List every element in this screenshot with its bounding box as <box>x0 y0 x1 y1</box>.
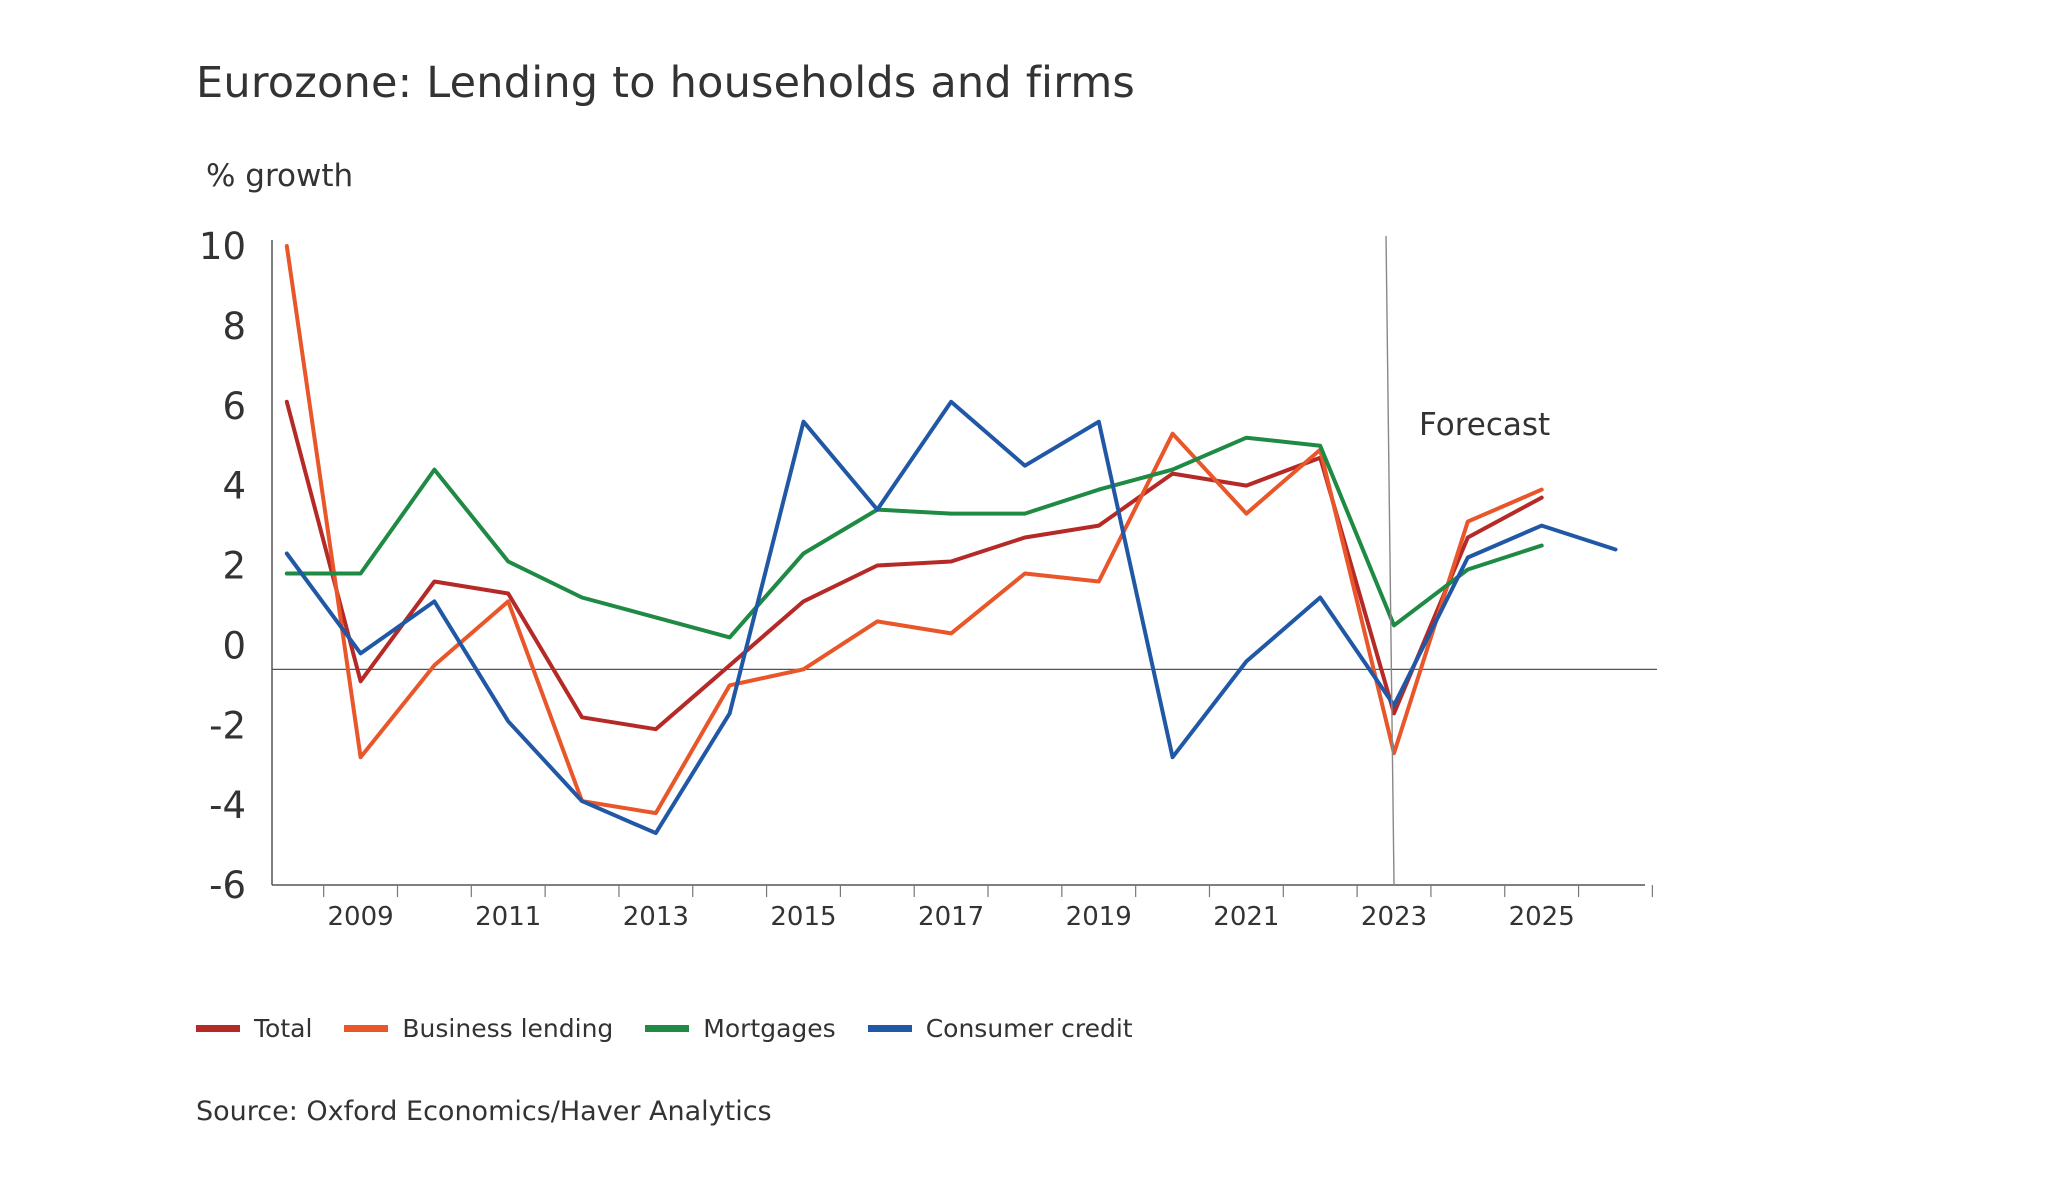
series-line-consumer-credit <box>284 399 1618 836</box>
annotation-layer: Forecast <box>1385 235 1550 886</box>
y-tick-label: -4 <box>209 784 246 827</box>
legend-item: Business lending <box>344 1014 613 1043</box>
y-tick-label: 6 <box>222 385 246 428</box>
series-line-business-lending <box>284 244 1544 816</box>
legend-label: Consumer credit <box>925 1014 1133 1043</box>
legend-label: Total <box>254 1014 313 1043</box>
y-tick-label: 4 <box>222 465 246 508</box>
chart-title: Eurozone: Lending to households and firm… <box>196 58 1136 108</box>
series-line-mortgages <box>284 435 1544 640</box>
x-tick-label: 2011 <box>475 902 541 932</box>
source-note: Source: Oxford Economics/Haver Analytics <box>196 1096 772 1127</box>
legend: Total Business lending Mortgages Consumer c… <box>196 1014 1165 1043</box>
forecast-label: Forecast <box>1419 407 1550 443</box>
y-tick-label: 2 <box>222 545 246 588</box>
legend-swatch <box>344 1025 389 1032</box>
series-layer <box>284 244 1618 836</box>
y-tick-label: 10 <box>199 225 246 268</box>
x-tick-label: 2013 <box>623 902 689 932</box>
legend-label: Mortgages <box>703 1014 836 1043</box>
y-axis-label: % growth <box>206 158 354 194</box>
legend-item: Mortgages <box>645 1014 836 1043</box>
series-line-total <box>284 399 1544 732</box>
legend-label: Business lending <box>402 1014 614 1043</box>
forecast-divider <box>1385 235 1395 886</box>
legend-item: Consumer credit <box>867 1014 1133 1043</box>
x-tick-label: 2021 <box>1213 902 1279 932</box>
legend-item: Total <box>196 1014 312 1043</box>
x-tick-label: 2019 <box>1066 902 1132 932</box>
legend-swatch <box>196 1025 240 1032</box>
x-tick-label: 2017 <box>918 902 984 932</box>
y-tick-label: -6 <box>209 864 246 907</box>
x-tick-label: 2025 <box>1509 902 1575 932</box>
y-tick-label: -2 <box>209 704 246 747</box>
y-tick-label: 8 <box>222 305 246 348</box>
x-tick-label: 2009 <box>327 902 393 932</box>
x-tick-label: 2015 <box>770 902 836 932</box>
x-tick-label: 2023 <box>1361 902 1427 932</box>
axes-layer: 10 8 6 4 2 0 -2 -4 -6 2009 2011 2013 2015 2017 2019 202… <box>199 225 1657 932</box>
y-tick-label: 0 <box>222 624 246 667</box>
legend-swatch <box>867 1025 912 1032</box>
legend-swatch <box>645 1025 690 1032</box>
